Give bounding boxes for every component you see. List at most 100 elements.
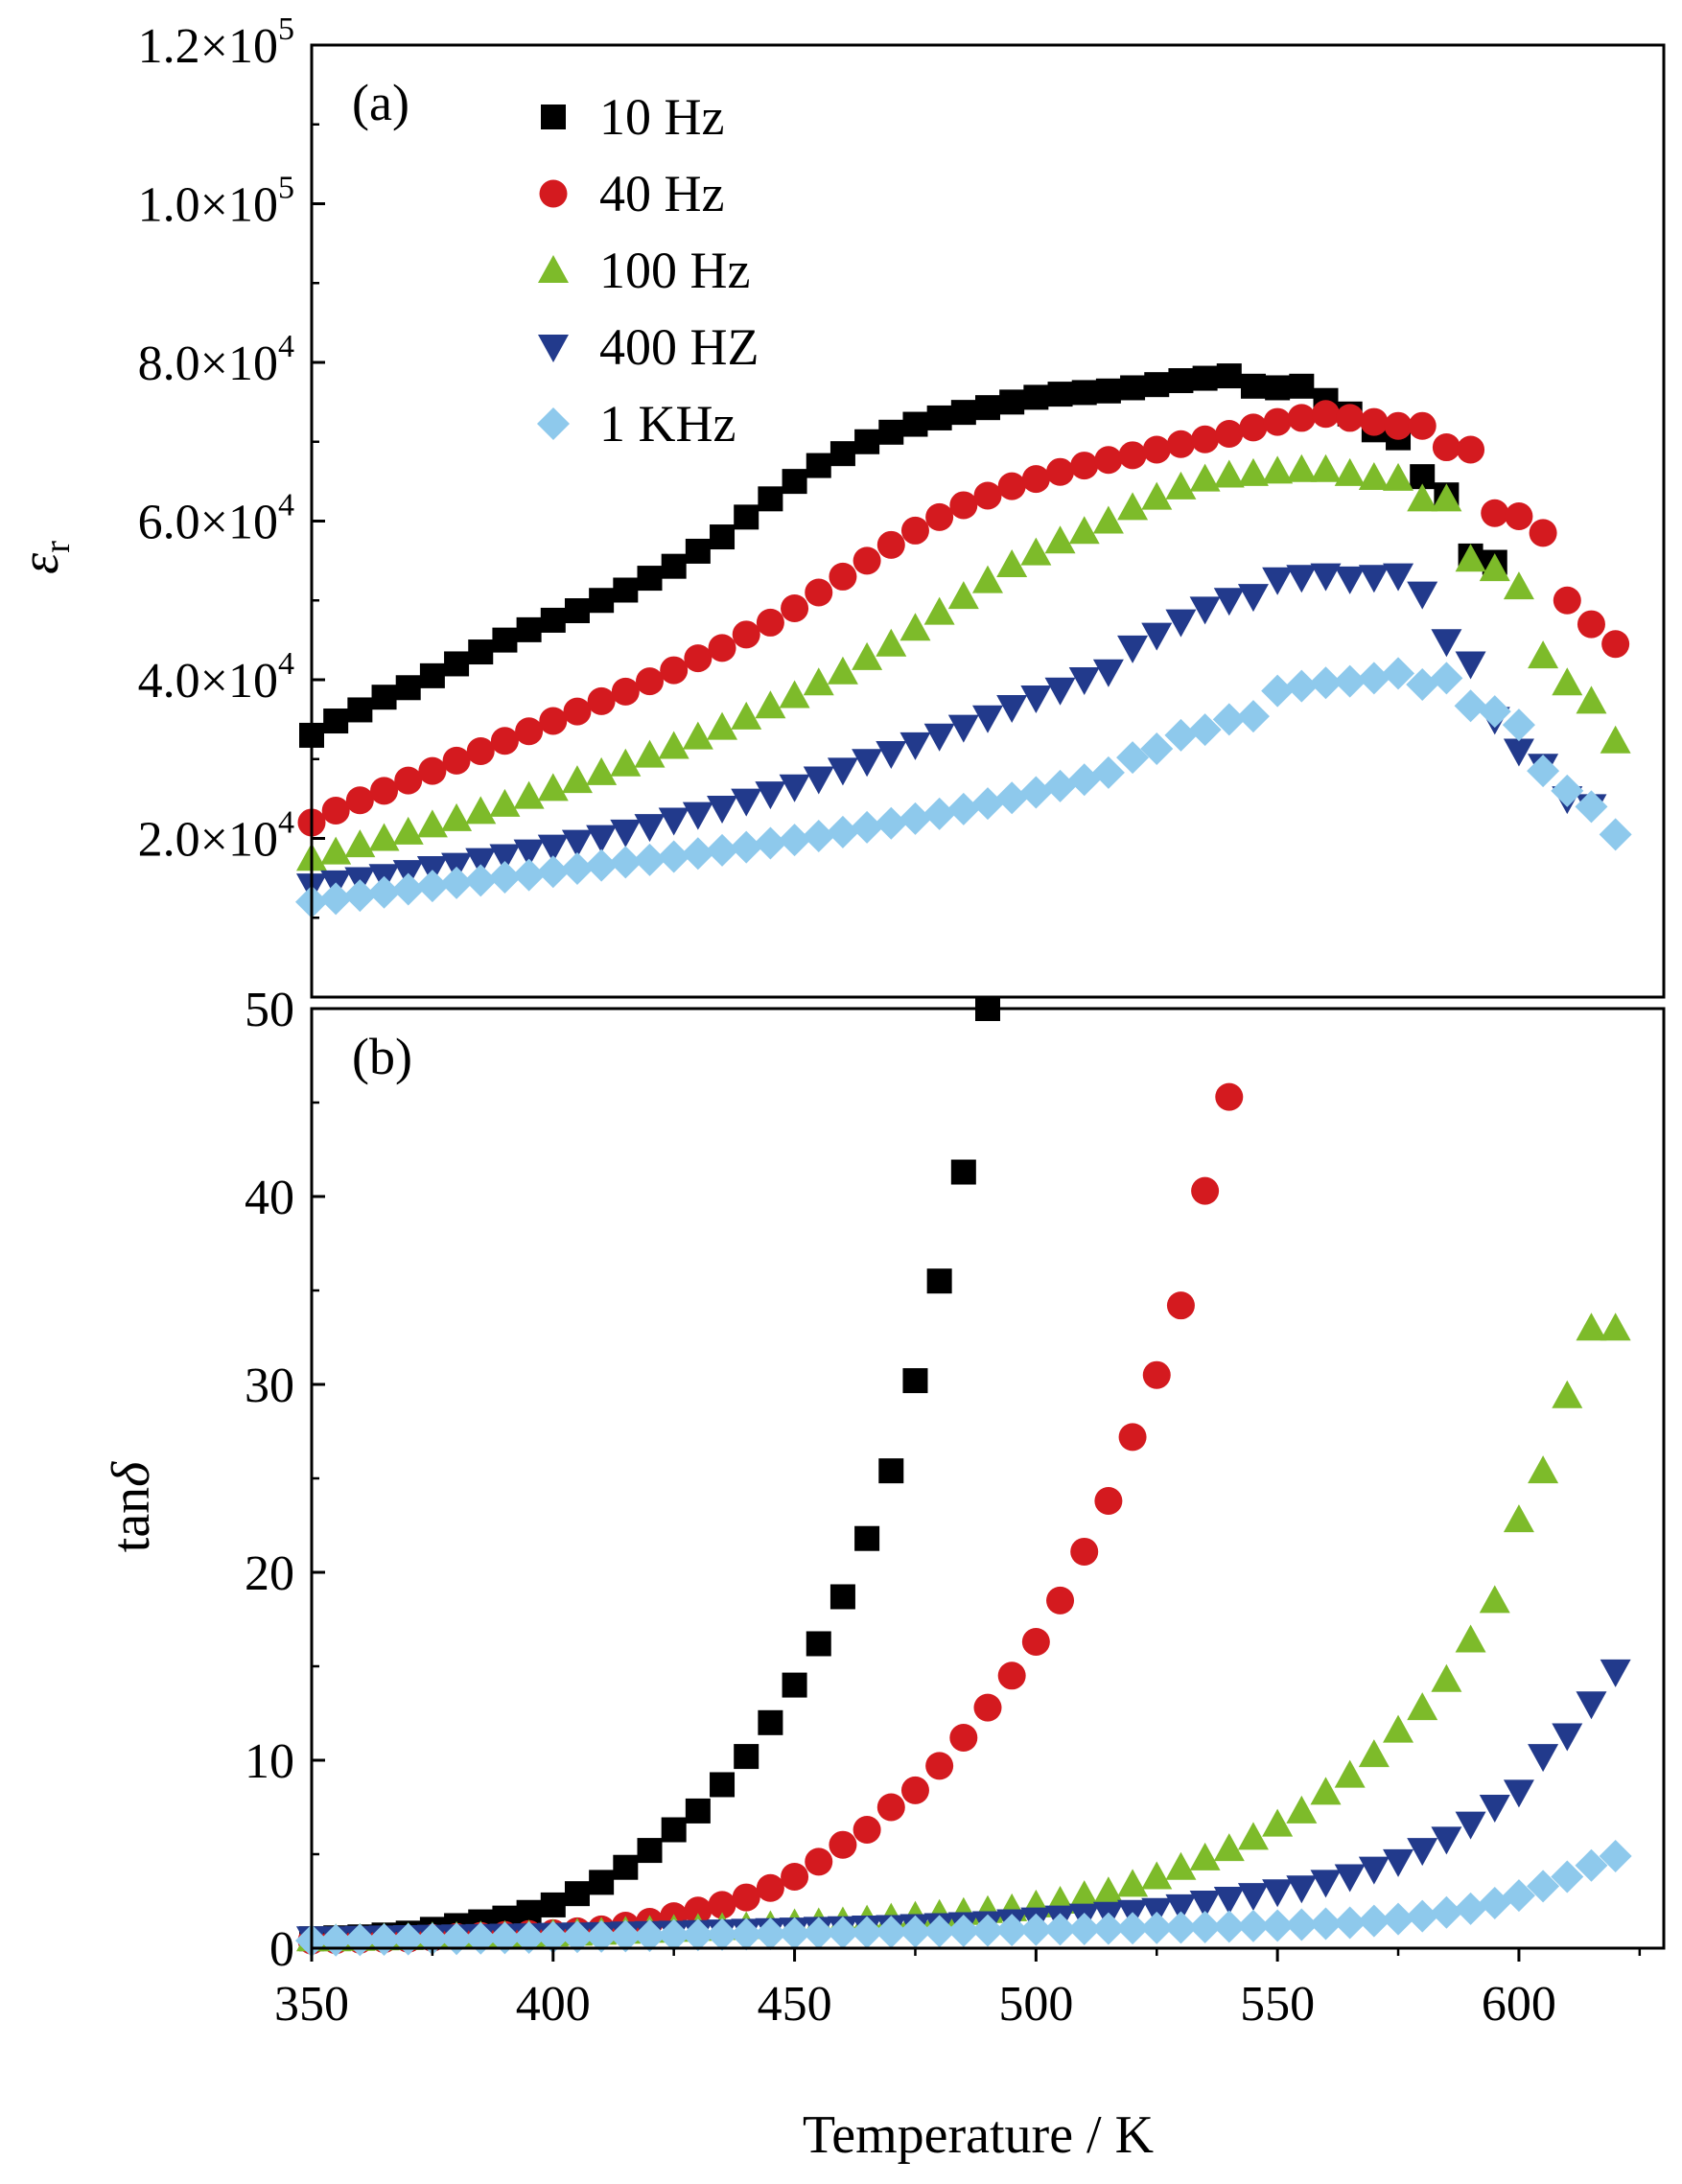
data-point (323, 709, 349, 734)
data-point (489, 788, 521, 817)
data-point (1333, 1906, 1367, 1940)
data-point (1528, 1744, 1559, 1773)
data-point (560, 1920, 594, 1954)
data-point (779, 680, 810, 709)
data-point (1286, 1875, 1318, 1904)
data-point (1431, 1663, 1462, 1692)
data-point (1213, 1887, 1245, 1916)
series-1-khz (295, 1839, 1632, 1958)
data-point (1287, 404, 1316, 432)
data-point (1503, 1504, 1534, 1533)
data-point (586, 825, 618, 853)
data-point (827, 656, 858, 685)
data-point (1527, 1870, 1560, 1903)
series-1-khz (295, 657, 1632, 918)
data-point (1239, 413, 1268, 442)
data-point (1600, 725, 1631, 754)
data-point (1528, 1455, 1559, 1484)
data-point (1212, 1910, 1246, 1943)
data-point (1044, 525, 1076, 554)
data-point (1481, 499, 1509, 527)
data-point (779, 774, 810, 802)
data-point (464, 1921, 498, 1955)
data-point (755, 781, 786, 810)
data-point (1334, 566, 1366, 594)
x-tick-label: 450 (758, 1977, 832, 2032)
data-point (1091, 1912, 1125, 1945)
data-point (1142, 1360, 1171, 1389)
legend-marker (538, 255, 569, 283)
data-point (1262, 1879, 1294, 1908)
data-point (1357, 1904, 1390, 1938)
data-point (319, 882, 353, 916)
data-point (1188, 713, 1222, 747)
data-point (637, 566, 663, 592)
data-point (946, 1914, 980, 1947)
data-point (996, 694, 1028, 723)
data-point (1529, 519, 1557, 547)
data-point (827, 757, 858, 786)
data-point (1046, 1586, 1075, 1615)
data-point (1068, 1880, 1100, 1909)
data-point (1407, 581, 1438, 610)
data-point (878, 419, 904, 445)
legend-label: 10 Hz (599, 88, 724, 146)
data-point (1240, 373, 1266, 399)
data-point (1043, 1913, 1077, 1946)
data-point (876, 530, 905, 559)
y-tick-label: 2.0×104 (138, 805, 294, 868)
data-point (367, 875, 401, 909)
data-point (537, 834, 569, 863)
data-point (1576, 1691, 1607, 1720)
data-point (1360, 407, 1389, 436)
x-axis-title: Temperature / K (803, 2105, 1154, 2165)
data-point (1285, 1908, 1319, 1941)
data-point (1599, 818, 1632, 851)
data-point (637, 1838, 663, 1864)
data-point (1166, 1291, 1195, 1320)
data-point (1216, 363, 1242, 389)
data-point (589, 588, 615, 614)
data-point (1479, 1795, 1510, 1823)
data-point (513, 839, 545, 868)
data-point (657, 840, 690, 873)
data-point (1286, 453, 1318, 482)
data-point (876, 628, 907, 657)
data-point (490, 727, 519, 755)
data-point (925, 502, 954, 531)
x-tick-label: 400 (516, 1977, 591, 2032)
data-point (1191, 425, 1220, 453)
data-point (564, 1881, 590, 1907)
data-point (1358, 1856, 1390, 1885)
data-point (657, 1918, 690, 1952)
data-point (1406, 1899, 1439, 1933)
data-point (1141, 1861, 1173, 1890)
data-point (516, 616, 542, 642)
data-point (320, 836, 352, 865)
data-point (778, 824, 811, 857)
data-point (1551, 1860, 1584, 1894)
data-point (1043, 769, 1077, 802)
data-point (707, 796, 738, 825)
data-point (902, 411, 928, 437)
data-point (368, 823, 400, 851)
data-point (440, 866, 474, 899)
data-point (995, 1914, 1029, 1947)
data-point (730, 830, 763, 864)
data-point (1478, 1886, 1511, 1919)
data-point (464, 864, 498, 897)
data-point (876, 1793, 905, 1822)
data-point (1265, 375, 1291, 401)
data-point (347, 697, 373, 723)
data-point (1502, 1879, 1535, 1913)
data-point (1091, 755, 1125, 789)
x-tick-label: 600 (1482, 1977, 1556, 2032)
data-point (829, 1584, 855, 1610)
data-point (658, 807, 689, 836)
data-point (1430, 1895, 1463, 1929)
data-point (826, 815, 859, 848)
data-point (589, 1870, 615, 1895)
data-point (585, 848, 619, 882)
data-point (1358, 461, 1390, 490)
